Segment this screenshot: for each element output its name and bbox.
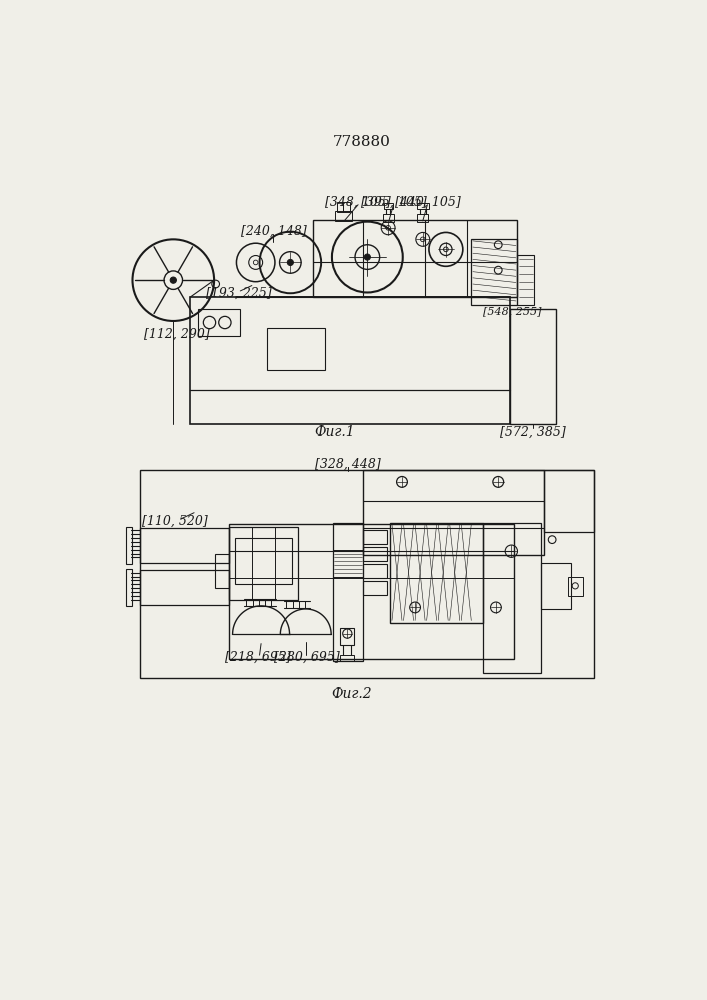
Bar (127, 569, 132, 606)
Circle shape (364, 254, 370, 260)
Bar (229, 527, 298, 600)
Circle shape (287, 259, 293, 266)
Bar (510, 309, 556, 424)
Bar (383, 203, 393, 209)
Text: [193, 225]: [193, 225] (206, 287, 271, 300)
Bar (235, 538, 292, 584)
Text: [218, 695]: [218, 695] (225, 651, 291, 664)
Text: [280, 695]: [280, 695] (274, 651, 340, 664)
Bar (140, 470, 595, 678)
Bar (568, 577, 583, 596)
Bar (483, 523, 541, 673)
Bar (333, 523, 363, 661)
Bar (472, 239, 518, 305)
Bar (416, 203, 429, 209)
Bar (363, 581, 387, 595)
Bar (390, 523, 483, 623)
Bar (127, 527, 132, 564)
Bar (544, 470, 595, 532)
Bar (198, 309, 240, 336)
Bar (267, 328, 325, 370)
Bar (337, 202, 344, 212)
Bar (140, 570, 229, 605)
Text: [548, 255]: [548, 255] (483, 306, 542, 316)
Bar (215, 554, 229, 588)
Bar (363, 547, 387, 561)
Text: [440, 105]: [440, 105] (395, 196, 460, 209)
Text: [395, 105]: [395, 105] (361, 196, 426, 209)
Circle shape (170, 277, 176, 283)
Bar (140, 528, 229, 563)
Bar (382, 214, 394, 222)
Text: [348, 105]: [348, 105] (325, 196, 391, 209)
Bar (335, 211, 352, 221)
Bar (340, 628, 354, 645)
Bar (340, 655, 354, 661)
Bar (363, 564, 387, 578)
Bar (541, 563, 571, 609)
Bar (363, 530, 387, 544)
Bar (190, 297, 510, 424)
Text: [328, 448]: [328, 448] (315, 458, 381, 471)
Text: Фиг.1: Фиг.1 (315, 425, 356, 439)
Text: Фиг.2: Фиг.2 (332, 687, 373, 701)
Text: [572, 385]: [572, 385] (500, 425, 566, 438)
Bar (518, 255, 534, 305)
Bar (229, 524, 514, 659)
Bar (313, 220, 518, 297)
Text: [240, 148]: [240, 148] (240, 225, 306, 238)
Bar (363, 470, 544, 555)
Text: [112, 290]: [112, 290] (144, 328, 209, 341)
Text: 778880: 778880 (333, 135, 391, 149)
Text: [110, 520]: [110, 520] (142, 515, 208, 528)
Bar (344, 202, 350, 212)
Bar (417, 214, 428, 222)
